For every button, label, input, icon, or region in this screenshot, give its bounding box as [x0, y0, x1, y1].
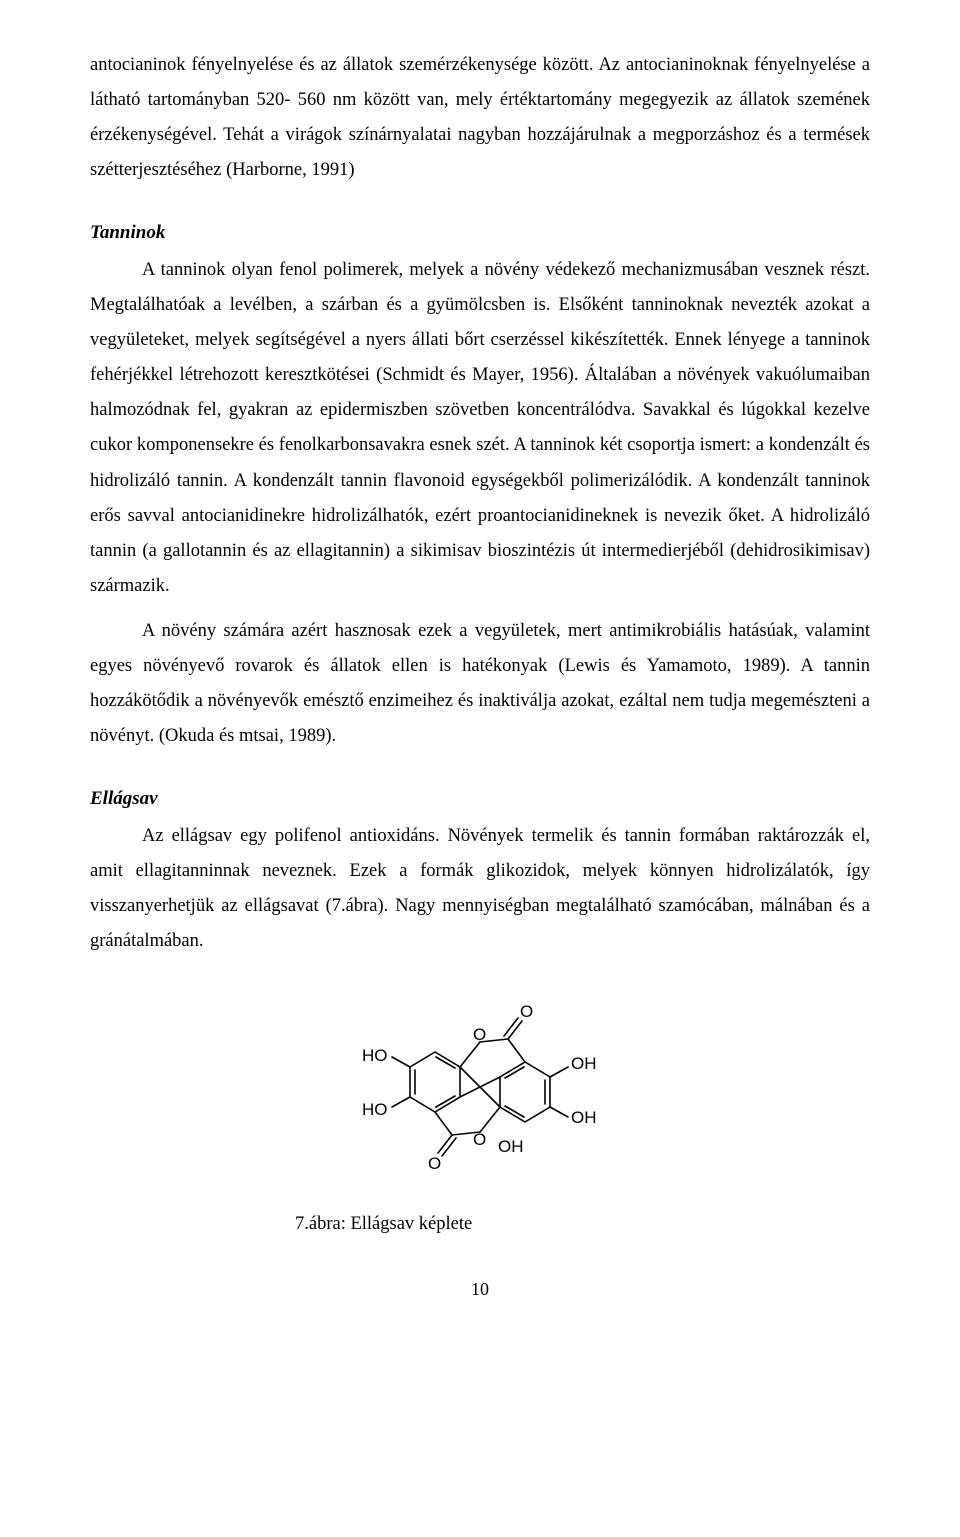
- atom-o-top-carbonyl: O: [520, 1002, 533, 1021]
- atom-oh-3: OH: [498, 1137, 524, 1156]
- atom-ho-2: HO: [362, 1100, 388, 1119]
- atom-oh-1: OH: [571, 1054, 597, 1073]
- atom-ho-1: HO: [362, 1046, 388, 1065]
- intro-paragraph: antocianinok fényelnyelése és az állatok…: [90, 48, 870, 189]
- ellagsav-heading: Ellágsav: [90, 781, 870, 817]
- tanninok-para-2: A növény számára azért hasznosak ezek a …: [90, 614, 870, 755]
- tanninok-heading: Tanninok: [90, 215, 870, 251]
- ellagsav-para-1: Az ellágsav egy polifenol antioxidáns. N…: [90, 819, 870, 960]
- ellagic-acid-structure: O O O O HO HO OH OH OH: [340, 977, 620, 1197]
- figure-wrap: O O O O HO HO OH OH OH 7.ábra: Ellágsav …: [90, 977, 870, 1242]
- atom-o-top-ring: O: [473, 1025, 486, 1044]
- atom-oh-2: OH: [571, 1108, 597, 1127]
- tanninok-para-1: A tanninok olyan fenol polimerek, melyek…: [90, 253, 870, 604]
- figure-caption: 7.ábra: Ellágsav képlete: [90, 1207, 870, 1242]
- atom-o-bottom-ring: O: [473, 1130, 486, 1149]
- atom-o-bottom-carbonyl: O: [428, 1154, 441, 1173]
- page-number: 10: [90, 1272, 870, 1306]
- page-content: antocianinok fényelnyelése és az állatok…: [0, 0, 960, 1347]
